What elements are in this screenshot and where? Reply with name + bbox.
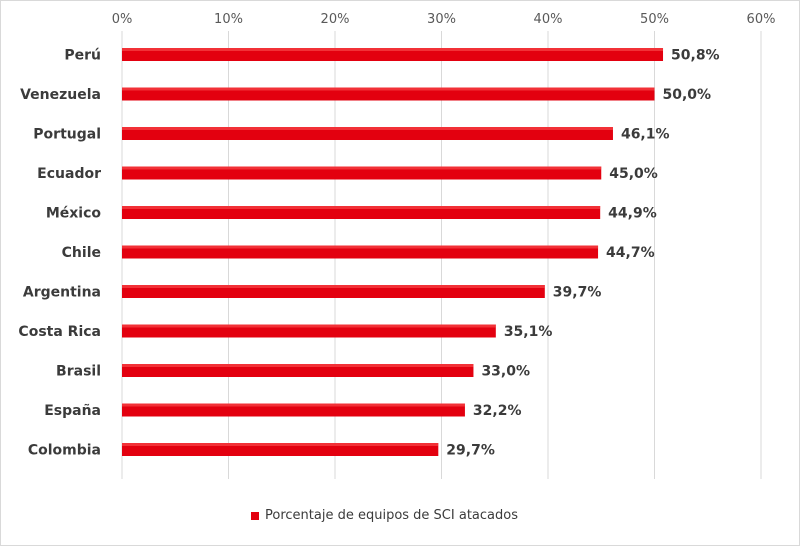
bar [122,403,465,417]
data-label: 50,0% [663,87,712,103]
category-label: Argentina [23,285,101,301]
bar [122,443,439,456]
bar [122,206,601,219]
category-label: Portugal [33,127,101,143]
data-label: 46,1% [621,127,670,143]
category-label: Costa Rica [18,324,101,340]
category-label: Brasil [56,364,101,380]
x-tick-label: 0% [112,12,133,27]
data-label: 35,1% [504,324,553,340]
category-label: México [46,206,102,222]
data-label: 45,0% [609,166,658,182]
x-tick-label: 10% [214,12,243,27]
data-label: 44,7% [606,245,655,261]
data-label: 39,7% [553,285,602,301]
bar [122,48,664,61]
category-label: Ecuador [37,166,101,182]
bar-highlight [122,127,613,130]
bar-highlight [122,48,664,51]
data-label: 33,0% [481,364,530,380]
bar-highlight [122,364,474,367]
x-tick-label: 50% [640,12,669,27]
category-label: España [44,403,101,419]
legend: Porcentaje de equipos de SCI atacados [251,508,518,523]
category-label: Perú [64,48,101,64]
legend-swatch [251,511,259,520]
category-label: Chile [62,245,101,261]
data-label: 44,9% [608,206,657,222]
data-label: 50,8% [671,48,720,64]
bar [122,364,474,377]
bar [122,87,655,101]
category-label: Venezuela [20,87,101,103]
bar-highlight [122,324,496,328]
x-tick-label: 30% [427,12,456,27]
bar-highlight [122,245,599,249]
bar [122,127,613,140]
bar-highlight [122,87,655,91]
legend-label: Porcentaje de equipos de SCI atacados [265,508,518,523]
bar [122,166,602,180]
bar [122,245,599,259]
bar-highlight [122,166,602,170]
bar-highlight [122,403,465,407]
bar-highlight [122,443,439,446]
x-tick-label: 60% [747,12,776,27]
x-tick-label: 20% [321,12,350,27]
data-label: 29,7% [446,443,495,459]
bar [122,285,545,298]
bar-highlight [122,285,545,288]
bar-highlight [122,206,601,209]
x-tick-label: 40% [534,12,563,27]
bar [122,324,496,338]
data-label: 32,2% [473,403,522,419]
category-label: Colombia [28,443,101,459]
